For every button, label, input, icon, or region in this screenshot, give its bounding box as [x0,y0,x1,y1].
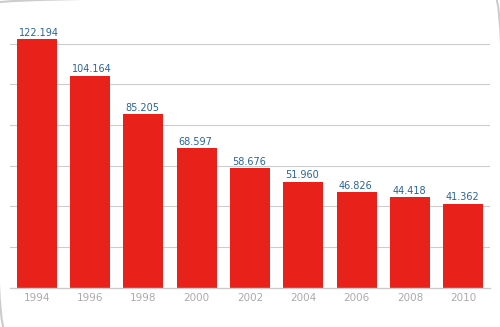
Text: 58.676: 58.676 [232,157,266,167]
Text: 104.164: 104.164 [72,64,112,74]
Text: 85.205: 85.205 [126,103,160,113]
Bar [124,114,164,288]
Bar [16,39,56,288]
Text: 51.960: 51.960 [286,170,319,181]
Text: 41.362: 41.362 [446,192,479,202]
Bar [336,193,376,288]
Bar [284,182,324,288]
Bar [390,198,430,288]
Text: 122.194: 122.194 [19,27,59,38]
Bar [444,204,484,288]
Bar [230,168,270,288]
Bar [176,148,216,288]
Text: 68.597: 68.597 [179,137,212,146]
Text: 46.826: 46.826 [339,181,372,191]
Text: 44.418: 44.418 [392,186,426,196]
Bar [70,76,110,288]
